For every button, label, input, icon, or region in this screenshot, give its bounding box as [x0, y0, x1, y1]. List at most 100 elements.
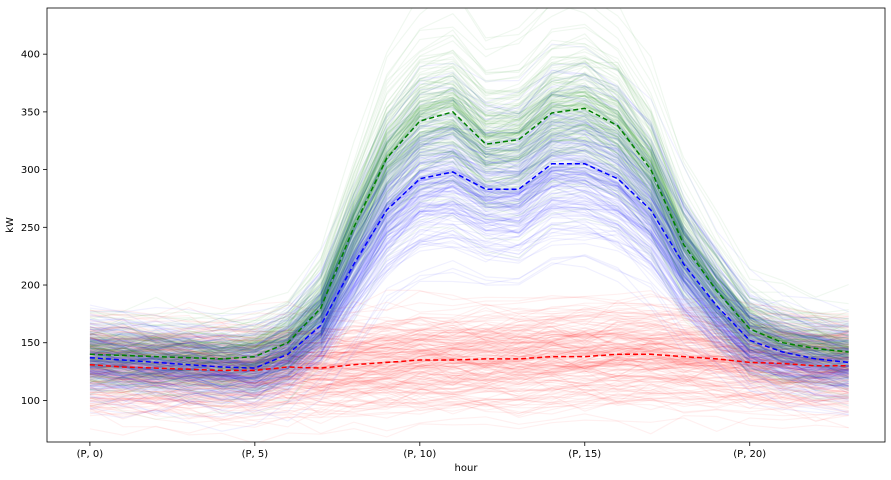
profile-line	[89, 80, 849, 360]
profile-line	[89, 170, 849, 387]
profile-line	[89, 183, 849, 378]
profile-line	[89, 93, 849, 349]
profile-line	[89, 113, 849, 343]
profile-line	[89, 198, 849, 395]
plot-frame	[46, 7, 886, 443]
profile-line	[89, 103, 849, 351]
profile-line	[89, 136, 849, 382]
profile-line	[89, 356, 849, 391]
profile-line	[89, 155, 849, 380]
profile-line	[89, 112, 849, 352]
profile-line	[89, 127, 849, 377]
profile-line	[89, 331, 849, 372]
profile-line	[89, 176, 849, 378]
profile-line	[89, 63, 849, 352]
profile-line	[89, 157, 849, 373]
profile-line	[89, 328, 849, 357]
profile-line	[89, 123, 849, 386]
profile-line	[89, 123, 849, 370]
profile-line	[89, 133, 849, 372]
profile-line	[89, 357, 849, 397]
profile-line	[89, 121, 849, 358]
profile-line	[89, 169, 849, 388]
profile-line	[89, 109, 849, 361]
profile-line	[89, 255, 849, 417]
profile-line	[89, 164, 849, 381]
profile-line	[89, 143, 849, 368]
profile-line	[89, 169, 849, 372]
profile-line	[89, 137, 849, 356]
profile-line	[89, 262, 849, 416]
profile-line	[89, 123, 850, 366]
y-tick-label: 400	[21, 50, 40, 61]
profile-line	[89, 69, 849, 334]
profile-line	[89, 100, 849, 382]
x-tick-label: (P, 15)	[568, 449, 601, 460]
profile-line	[89, 371, 849, 396]
profile-line	[89, 322, 849, 345]
profile-line	[89, 95, 849, 363]
profile-line	[89, 61, 849, 333]
x-tick-label: (P, 5)	[242, 449, 269, 460]
profile-line	[89, 362, 849, 386]
profile-line	[89, 334, 849, 360]
profile-line	[89, 136, 849, 389]
profile-line	[89, 118, 849, 389]
profile-line	[89, 115, 849, 368]
profile-line	[89, 174, 849, 382]
profile-line	[89, 43, 849, 317]
profile-line	[89, 88, 849, 352]
profile-line	[89, 62, 849, 354]
profile-line	[89, 107, 849, 362]
profile-line	[89, 121, 849, 358]
profile-line	[89, 335, 849, 360]
profile-line	[89, 34, 849, 323]
profile-line	[89, 387, 849, 412]
profile-line	[89, 345, 849, 368]
profile-line	[89, 45, 849, 354]
profile-line	[89, 176, 849, 387]
profile-line	[89, 116, 849, 372]
profile-line	[89, 129, 849, 377]
profile-line	[89, 167, 849, 363]
profile-line	[89, 143, 849, 379]
profile-line	[89, 363, 849, 392]
profile-line	[89, 169, 849, 375]
profile-line	[89, 361, 849, 386]
y-tick-label: 150	[21, 338, 40, 349]
profile-line	[89, 99, 849, 367]
profile-line	[89, 74, 849, 355]
y-tick-label: 350	[21, 107, 40, 118]
profile-line	[89, 207, 849, 396]
profile-line	[89, 363, 849, 394]
profile-line	[89, 223, 849, 396]
profile-line	[89, 135, 849, 353]
x-tick-label: (P, 10)	[403, 449, 436, 460]
profile-line	[89, 354, 849, 387]
profile-line	[89, 91, 849, 359]
profile-line	[89, 87, 849, 360]
profile-line	[89, 318, 849, 350]
profile-line	[89, 335, 849, 366]
profile-line	[89, 332, 849, 370]
profile-line	[89, 307, 849, 347]
profile-line	[89, 370, 849, 401]
profile-line	[89, 66, 849, 339]
profile-line	[89, 364, 849, 406]
profile-line	[89, 99, 849, 360]
profile-line	[89, 371, 849, 402]
profile-line	[89, 370, 849, 395]
profile-line	[89, 208, 849, 405]
profile-line	[89, 227, 849, 406]
profile-line	[89, 170, 849, 382]
profile-line	[89, 158, 849, 378]
profile-line	[89, 359, 849, 385]
profile-line	[89, 103, 849, 348]
profile-line	[89, 223, 849, 402]
profile-line	[89, 369, 849, 398]
profile-line	[89, 91, 849, 346]
profile-line	[89, 87, 849, 348]
profile-line	[89, 81, 849, 349]
profile-line	[89, 185, 849, 380]
profile-line	[89, 199, 849, 382]
